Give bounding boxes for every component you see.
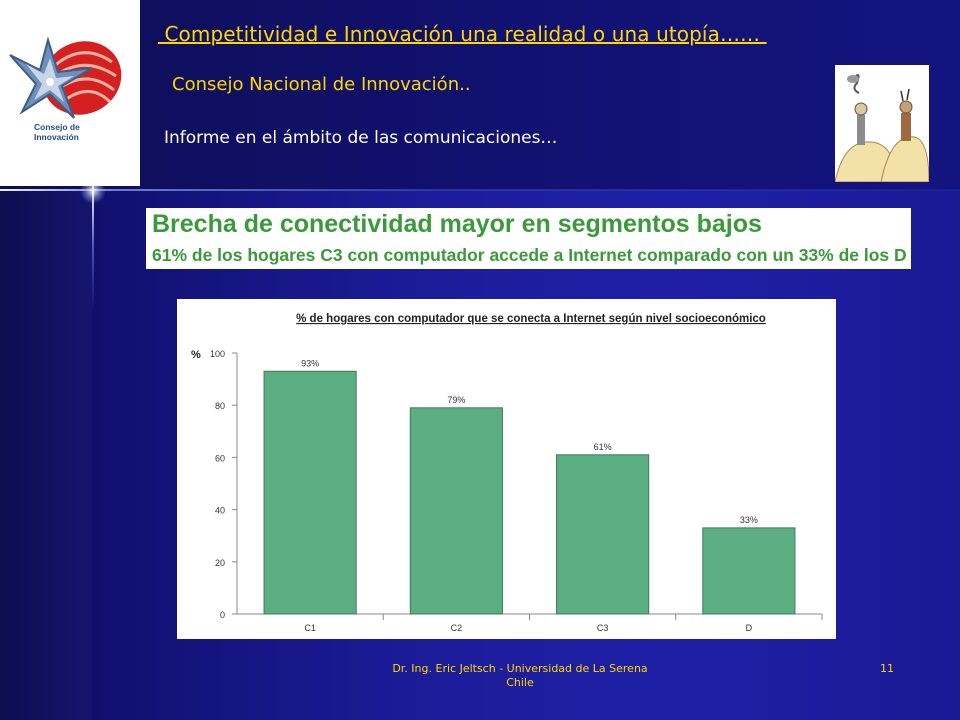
cartoon-image: [834, 65, 930, 183]
left-band: [0, 190, 92, 720]
headline-subtitle: 61% de los hogares C3 con computador acc…: [152, 245, 907, 265]
bar: [702, 527, 796, 615]
bar-chart: % de hogares con computador que se conec…: [191, 313, 823, 633]
y-tick-label: 0: [220, 610, 225, 620]
slide-title: Competitividad e Innovación una realidad…: [158, 22, 767, 46]
cartoon-illustration-icon: [834, 74, 930, 183]
informe-text: Informe en el ámbito de las comunicacion…: [164, 128, 558, 148]
x-tick-label: D: [746, 623, 753, 633]
bar-chart-panel: % de hogares con computador que se conec…: [177, 299, 836, 639]
consejo-logo: Consejo de Innovación: [0, 0, 140, 186]
logo-line-1: Consejo de: [34, 122, 80, 132]
chart-y-axis-label: %: [191, 349, 201, 361]
headline-box: Brecha de conectividad mayor en segmento…: [146, 208, 911, 269]
header-band: [0, 0, 960, 190]
footer-author: Dr. Ing. Eric Jeltsch - Universidad de L…: [392, 662, 648, 675]
y-tick-label: 60: [215, 453, 225, 463]
data-label: 33%: [740, 515, 758, 525]
bar: [556, 454, 650, 615]
decorative-line-vertical: [92, 150, 94, 310]
logo-line-2: Innovación: [34, 132, 79, 142]
y-tick-label: 40: [215, 506, 225, 516]
footer-country: Chile: [506, 676, 534, 689]
headline-title: Brecha de conectividad mayor en segmento…: [152, 210, 762, 238]
data-label: 61%: [594, 442, 612, 452]
x-tick-label: C2: [451, 623, 463, 633]
footer: Dr. Ing. Eric Jeltsch - Universidad de L…: [340, 662, 700, 690]
chart-plot-area: 0 20 40 60 80 100 93% C1 79% C2 61% C3 33% D: [210, 349, 823, 633]
bar: [409, 407, 503, 615]
data-label: 93%: [301, 358, 319, 368]
decorative-line-horizontal: [0, 189, 960, 191]
page-number: 11: [880, 662, 894, 675]
bar: [263, 370, 357, 615]
chart-title: % de hogares con computador que se conec…: [296, 313, 766, 325]
y-tick-label: 80: [215, 401, 225, 411]
slide-subtitle: Consejo Nacional de Innovación..: [172, 74, 471, 95]
x-tick-label: C1: [304, 623, 316, 633]
y-tick-label: 100: [210, 349, 225, 359]
data-label: 79%: [447, 395, 465, 405]
x-tick-label: C3: [597, 623, 609, 633]
logo-star-icon: [9, 36, 122, 119]
y-tick-label: 20: [215, 558, 225, 568]
